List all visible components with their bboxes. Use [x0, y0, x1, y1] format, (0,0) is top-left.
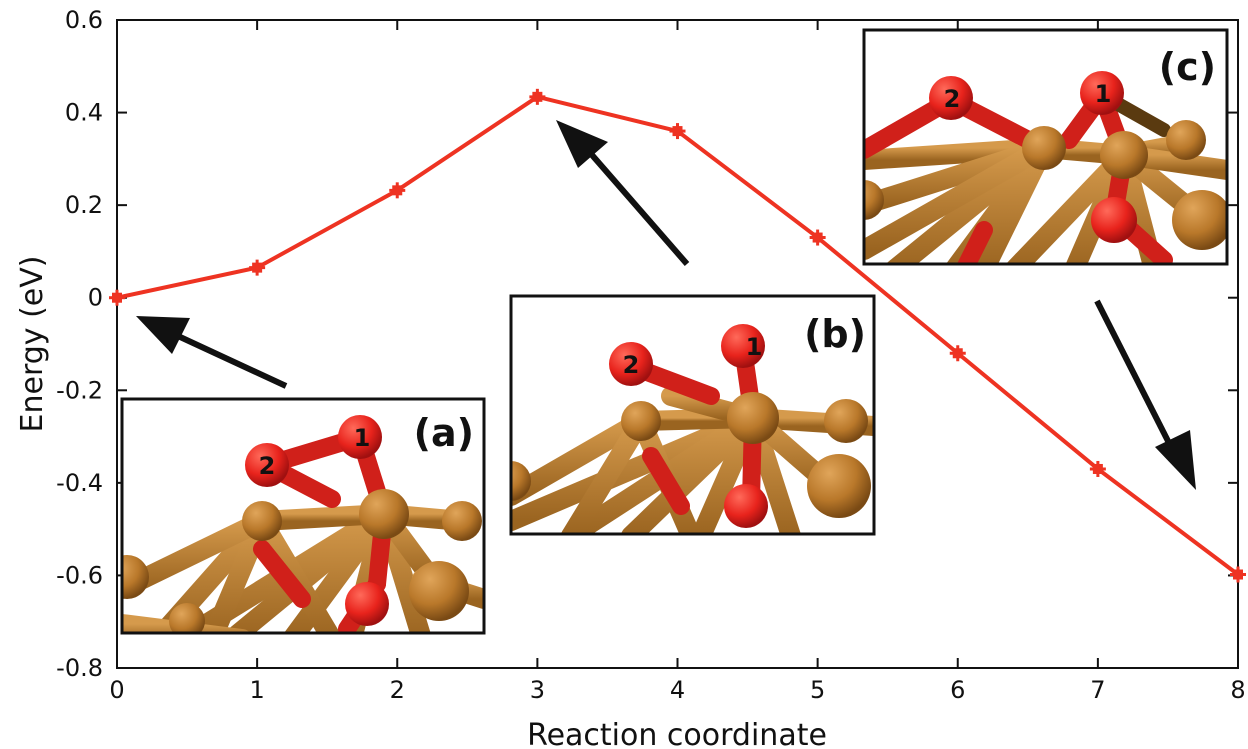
y-tick-label: 0.6 — [65, 6, 103, 34]
inset-label-c: (c) — [1159, 45, 1216, 89]
x-tick-label: 4 — [670, 676, 685, 704]
x-tick-label: 5 — [810, 676, 825, 704]
inset-a: 2 1 (a) — [120, 397, 486, 635]
data-point — [249, 259, 266, 276]
y-tick-label: -0.2 — [56, 376, 103, 404]
x-tick-label: 0 — [109, 676, 124, 704]
data-point — [1089, 460, 1106, 477]
data-point — [389, 182, 406, 199]
energy-series — [109, 88, 1246, 583]
x-tick-label: 7 — [1090, 676, 1105, 704]
atom-label-1: 1 — [746, 333, 763, 361]
data-point — [949, 345, 966, 362]
atom-label-1: 1 — [1095, 80, 1112, 108]
y-tick-label: -0.4 — [56, 469, 103, 497]
x-tick-label: 2 — [390, 676, 405, 704]
data-point — [1230, 566, 1246, 583]
arrow-to-point-8 — [1094, 299, 1196, 490]
data-point — [109, 289, 125, 306]
inset-b: 2 1 (b) — [509, 294, 876, 536]
y-tick-label: 0 — [88, 284, 103, 312]
y-tick-label: -0.8 — [56, 654, 103, 682]
y-axis-title: Energy (eV) — [15, 256, 50, 433]
arrow-to-point-3 — [556, 120, 690, 266]
arrow-to-point-0 — [136, 316, 288, 389]
y-tick-label: -0.6 — [56, 561, 103, 589]
x-tick-label: 8 — [1230, 676, 1245, 704]
data-point — [529, 88, 546, 105]
atom-label-2: 2 — [623, 351, 640, 379]
atom-label-2: 2 — [944, 85, 961, 113]
data-point — [669, 123, 686, 140]
x-tick-label: 6 — [950, 676, 965, 704]
inset-label-a: (a) — [414, 411, 474, 455]
x-axis-title: Reaction coordinate — [527, 718, 827, 749]
y-tick-label: 0.4 — [65, 99, 103, 127]
atom-label-1: 1 — [354, 424, 371, 452]
x-tick-label: 1 — [249, 676, 264, 704]
y-tick-label: 0.2 — [65, 191, 103, 219]
data-point — [809, 229, 826, 246]
inset-label-b: (b) — [804, 312, 866, 356]
x-tick-label: 3 — [530, 676, 545, 704]
inset-c: 2 1 (c) — [862, 28, 1229, 266]
axis-tick-labels: 0 1 2 3 4 5 6 7 8 -0.8 -0.6 -0.4 -0.2 0 0.2 0.4 0.6 — [56, 6, 1245, 704]
atom-label-2: 2 — [259, 452, 276, 480]
